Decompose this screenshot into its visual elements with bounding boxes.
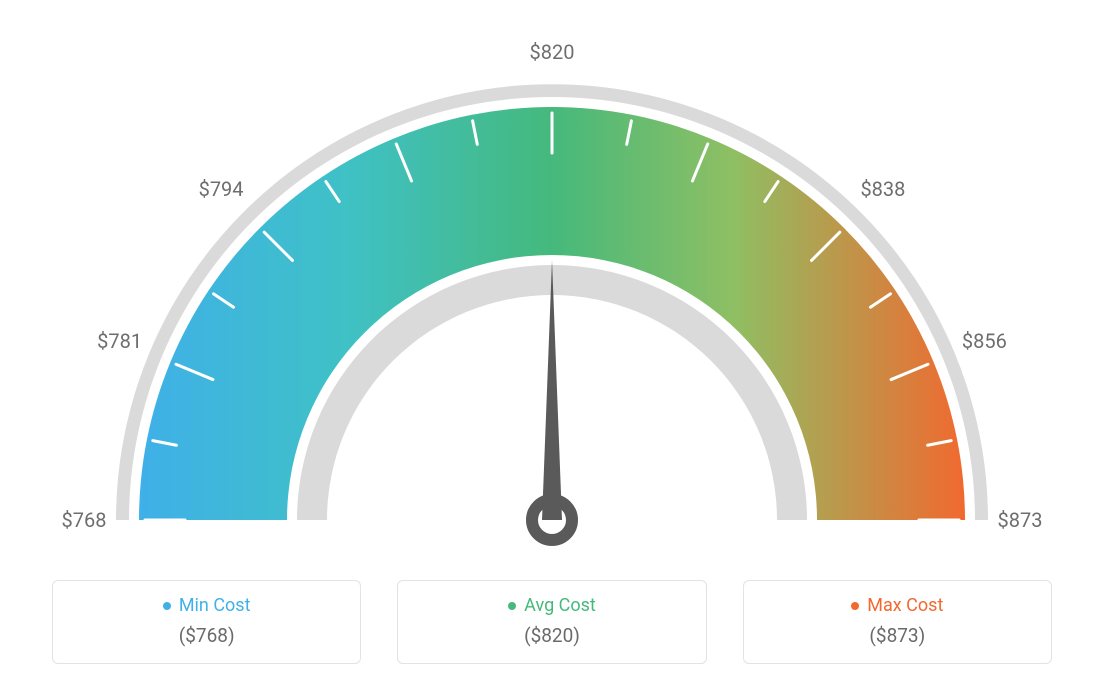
scale-label: $768 — [62, 508, 107, 532]
legend-row: Min Cost ($768) Avg Cost ($820) Max Cost… — [0, 580, 1104, 665]
gauge-area: $768 $781 $794 $820 $838 $856 $873 — [0, 0, 1104, 560]
legend-title-text: Avg Cost — [524, 595, 596, 616]
legend-value-max: ($873) — [754, 624, 1041, 647]
dot-icon — [163, 602, 171, 610]
scale-label: $794 — [199, 177, 244, 201]
legend-title-max: Max Cost — [851, 595, 943, 616]
legend-title-avg: Avg Cost — [508, 595, 596, 616]
gauge-svg — [0, 0, 1104, 560]
legend-title-text: Min Cost — [179, 595, 251, 616]
scale-label: $838 — [860, 177, 905, 201]
legend-card-max: Max Cost ($873) — [743, 580, 1052, 665]
scale-label: $856 — [962, 329, 1007, 353]
dot-icon — [851, 602, 859, 610]
scale-label: $820 — [530, 40, 575, 64]
legend-value-min: ($768) — [63, 624, 350, 647]
legend-value-avg: ($820) — [408, 624, 695, 647]
legend-card-avg: Avg Cost ($820) — [397, 580, 706, 665]
scale-label: $873 — [998, 508, 1043, 532]
dot-icon — [508, 602, 516, 610]
legend-title-text: Max Cost — [867, 595, 943, 616]
cost-gauge-wrap: $768 $781 $794 $820 $838 $856 $873 Min Cost ($… — [0, 0, 1104, 690]
scale-label: $781 — [97, 329, 142, 353]
legend-title-min: Min Cost — [163, 595, 251, 616]
legend-card-min: Min Cost ($768) — [52, 580, 361, 665]
